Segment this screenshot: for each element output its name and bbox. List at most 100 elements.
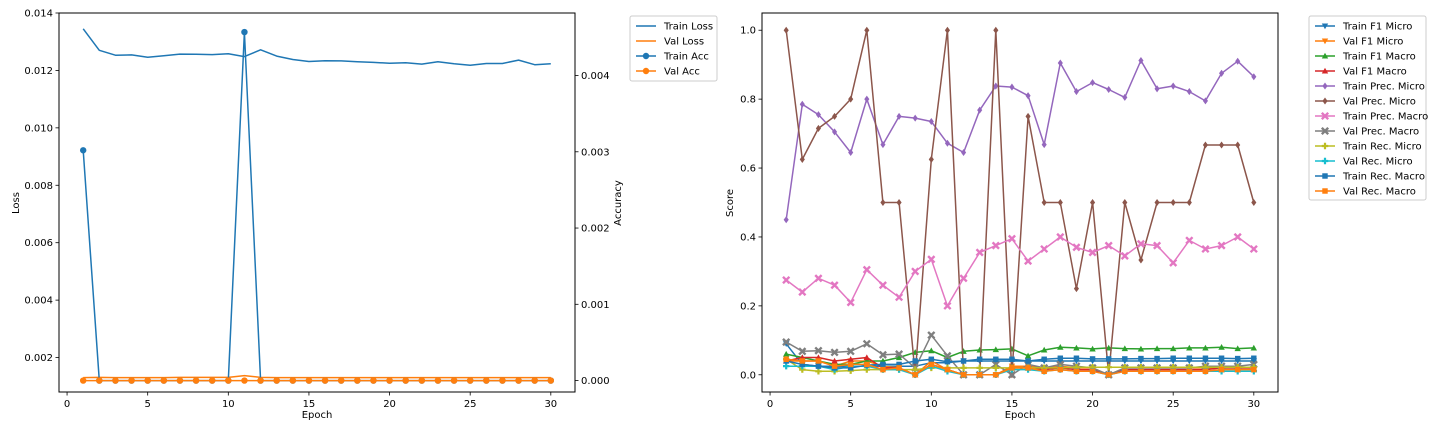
legend-entry-val-f1-macro: Val F1 Macro	[1315, 67, 1407, 78]
data-point	[1170, 368, 1176, 375]
data-point	[814, 274, 823, 283]
data-point	[354, 377, 361, 384]
data-point	[402, 377, 409, 384]
data-point	[370, 377, 377, 384]
y-axis-right-ticks: 0.000 0.001 0.002 0.003 0.004	[575, 71, 610, 387]
data-point	[1106, 85, 1112, 94]
legend-box	[629, 15, 718, 82]
data-point	[1250, 344, 1258, 351]
legend-entry-val-f1-micro: Val F1 Micro	[1315, 37, 1403, 48]
data-point	[783, 26, 789, 34]
data-point	[434, 377, 442, 384]
legend-swatch-marker	[1321, 157, 1329, 165]
data-point	[977, 106, 983, 114]
data-point	[1219, 69, 1225, 77]
data-point	[895, 293, 904, 302]
data-point	[1185, 236, 1194, 245]
x-tick-label: 0	[767, 399, 773, 410]
data-point	[1007, 234, 1016, 243]
x-tick-label: 20	[1086, 399, 1099, 410]
series-line	[82, 28, 551, 67]
x-tick-label: 25	[464, 399, 477, 410]
data-point	[176, 377, 184, 384]
x-tick-label: 15	[1006, 399, 1019, 410]
data-point	[1090, 198, 1096, 207]
data-point	[1234, 355, 1241, 362]
data-point	[927, 331, 936, 340]
data-point	[993, 356, 999, 362]
data-point	[1251, 198, 1257, 207]
data-point	[1138, 355, 1144, 362]
data-point	[848, 95, 854, 103]
data-point	[993, 82, 999, 90]
legend-swatch-marker	[1321, 142, 1329, 150]
y-axis-label: Score	[725, 189, 736, 217]
data-point	[1122, 368, 1128, 375]
data-point	[1089, 345, 1096, 352]
legend-label: Train Rec. Macro	[1342, 172, 1425, 183]
data-point	[1056, 232, 1065, 242]
data-point	[96, 377, 103, 384]
x-tick-label: 30	[544, 399, 557, 410]
data-point	[241, 28, 248, 36]
x-axis-label: Epoch	[302, 410, 333, 421]
data-point	[1138, 368, 1144, 375]
data-point	[192, 377, 200, 384]
data-point	[1088, 248, 1097, 257]
y-tick-label: 0.010	[24, 123, 53, 134]
series-train-prec-micro	[783, 57, 1257, 224]
data-point	[862, 265, 871, 274]
data-point	[1218, 366, 1225, 373]
legend-label: Train Loss	[663, 22, 713, 33]
data-point	[1105, 344, 1112, 351]
data-point	[1057, 366, 1064, 373]
data-point	[928, 356, 935, 362]
y-tick-label: 0.012	[24, 66, 53, 77]
data-point	[944, 139, 950, 147]
data-point	[128, 377, 135, 384]
data-point	[1040, 244, 1049, 254]
data-point	[1251, 355, 1257, 361]
data-point	[831, 357, 838, 364]
legend-label: Train Acc	[663, 52, 709, 63]
data-point	[783, 216, 789, 224]
data-point	[960, 358, 967, 364]
data-point	[1089, 368, 1096, 375]
data-point	[1186, 355, 1193, 361]
data-point	[782, 350, 790, 357]
legend-entry-val-prec-macro: Val Prec. Macro	[1315, 127, 1419, 138]
data-point	[799, 358, 806, 364]
data-point	[1234, 366, 1241, 373]
data-point	[1219, 141, 1225, 149]
data-point	[992, 364, 1000, 372]
series-val-rec-macro	[783, 356, 1257, 378]
data-point	[1153, 345, 1161, 352]
data-point	[815, 358, 822, 364]
data-point	[1233, 232, 1242, 242]
x-tick-label: 10	[222, 399, 235, 410]
data-point	[1009, 365, 1015, 371]
data-point	[976, 356, 983, 362]
data-point	[1235, 57, 1241, 65]
data-point	[1170, 198, 1176, 207]
data-point	[831, 363, 838, 369]
legend-label: Train F1 Micro	[1342, 22, 1412, 33]
data-point	[848, 149, 854, 157]
data-point	[975, 248, 984, 257]
data-point	[305, 377, 313, 384]
series-line	[785, 236, 1255, 307]
y-tick-label: 0.8	[740, 95, 756, 106]
legend-entry-train-f1-micro: Train F1 Micro	[1315, 22, 1412, 33]
data-point	[321, 377, 329, 384]
data-point	[1202, 344, 1209, 351]
data-point	[911, 267, 920, 276]
data-point	[944, 26, 950, 34]
data-point	[79, 147, 87, 154]
data-point	[1186, 344, 1193, 351]
y-right-tick-label: 0.002	[581, 224, 610, 235]
data-point	[912, 114, 918, 122]
series-line	[786, 346, 1254, 366]
data-point	[895, 354, 903, 361]
score-panel: 0 5 10 15 20 25 30 0.0 0.2 0.4 0.6 0.8 1.0 Epoch Sc…	[725, 12, 1428, 421]
